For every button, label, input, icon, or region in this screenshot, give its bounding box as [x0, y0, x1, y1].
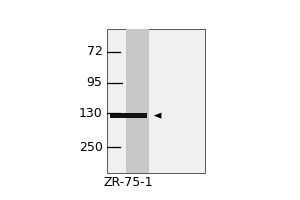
Text: 72: 72	[87, 45, 103, 58]
Bar	[110, 113, 147, 118]
Polygon shape	[154, 113, 161, 119]
Bar	[126, 29, 149, 173]
Text: 130: 130	[79, 107, 103, 120]
Text: 250: 250	[79, 141, 103, 154]
Bar	[107, 29, 205, 173]
Text: ZR-75-1: ZR-75-1	[103, 176, 153, 189]
Text: 95: 95	[87, 76, 103, 89]
